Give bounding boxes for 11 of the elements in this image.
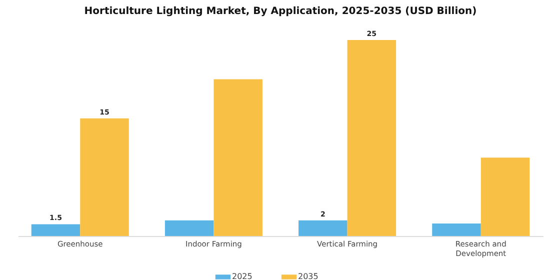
legend-label: 2035 — [298, 272, 318, 280]
bar — [164, 220, 214, 236]
chart-title: Horticulture Lighting Market, By Application, 2025-2035 (USD Billion) — [84, 6, 477, 17]
bar — [298, 220, 348, 236]
bar — [347, 40, 396, 236]
bar — [432, 223, 481, 236]
bar — [31, 224, 80, 236]
bar — [80, 118, 129, 236]
bar — [214, 79, 262, 236]
legend-label: 2025 — [232, 272, 252, 280]
bar — [480, 158, 530, 236]
